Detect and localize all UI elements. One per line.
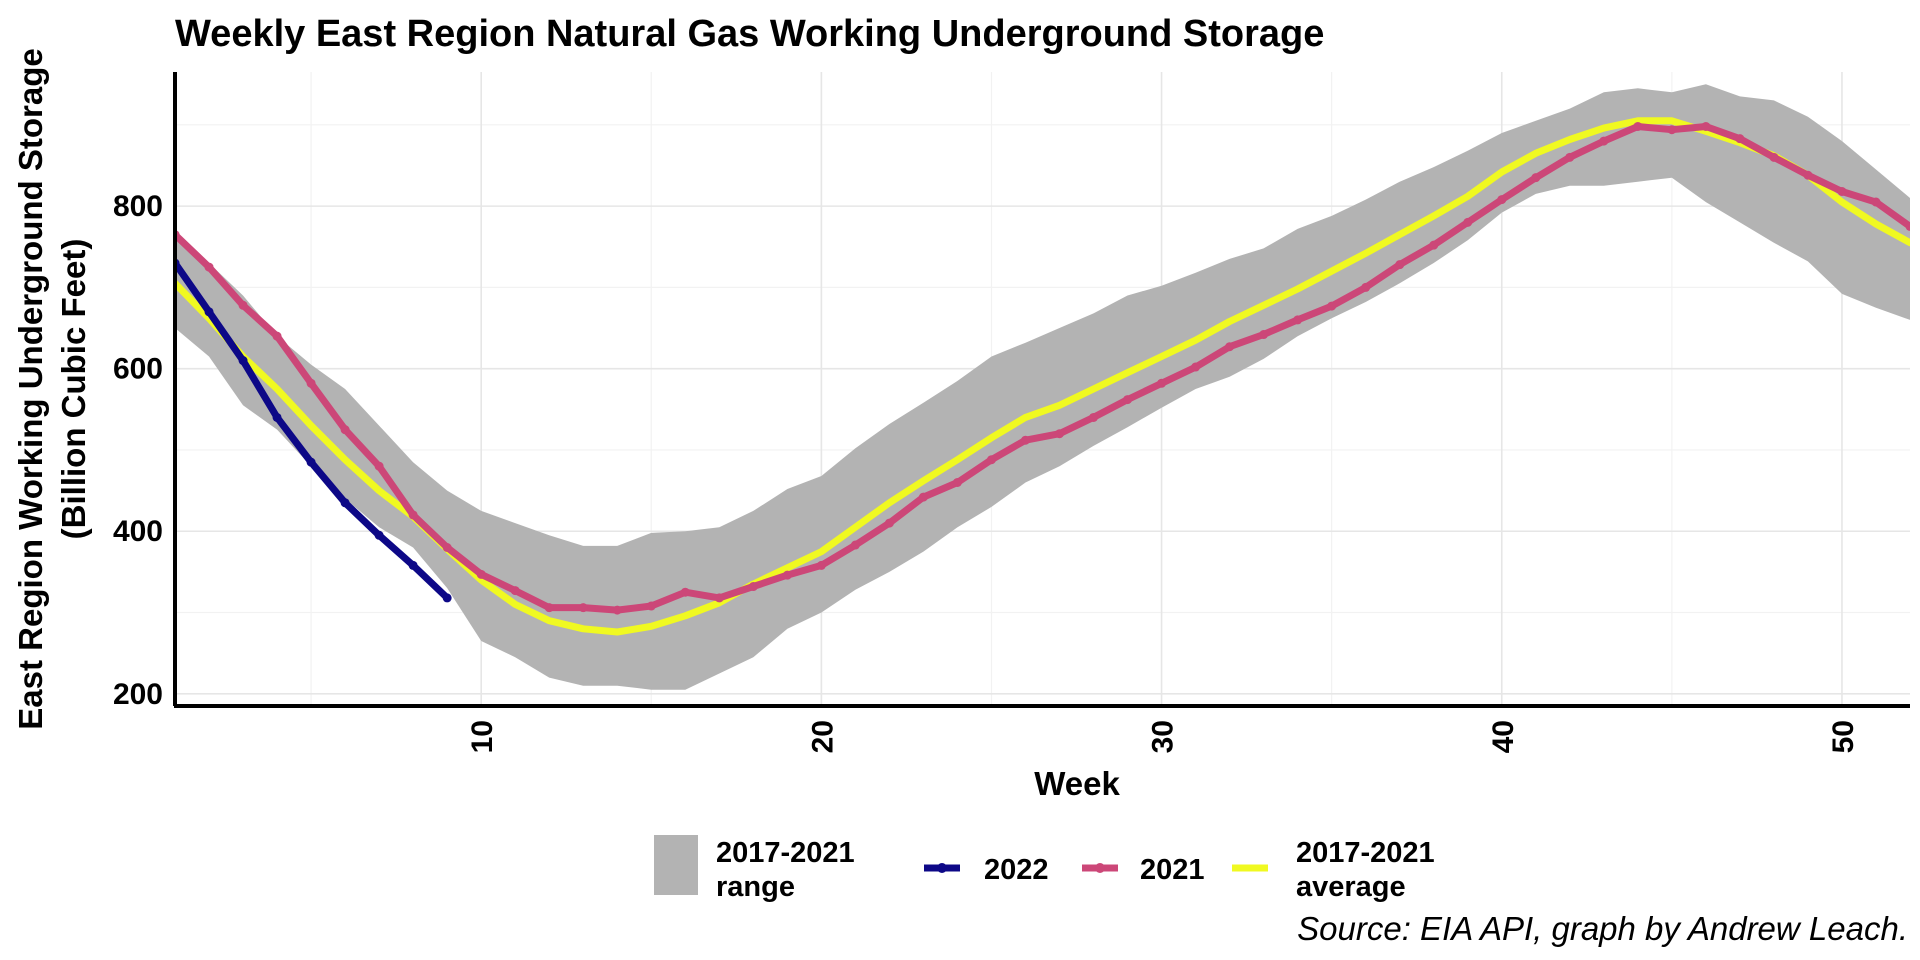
series-2021-point (408, 510, 418, 520)
range-area (175, 84, 1910, 690)
series-2021-point (1803, 170, 1813, 180)
series-2022-point (272, 412, 282, 422)
series-2021-point (340, 425, 350, 435)
y-tick-label: 200 (113, 678, 163, 711)
legend-label-2021: 2021 (1140, 854, 1205, 886)
legend-key-2021-point (1095, 863, 1105, 873)
series-2021-point (1871, 197, 1881, 207)
y-tick-label: 800 (113, 190, 163, 223)
series-2021-point (1293, 315, 1303, 325)
series-2021-point (1157, 378, 1167, 388)
series-2021-point (510, 586, 520, 596)
series-2021-point (1395, 260, 1405, 270)
series-2021-point (952, 477, 962, 487)
y-axis-title-line2: (Billion Cubic Feet) (55, 239, 92, 540)
series-2021-point (884, 518, 894, 528)
x-tick-label: 10 (466, 720, 499, 753)
series-2021-point (1361, 282, 1371, 292)
series-2021-point (544, 603, 554, 613)
series-2022-point (442, 593, 452, 603)
legend-label-average-line1: 2017-2021 (1296, 837, 1435, 869)
series-2021-point (204, 262, 214, 272)
chart-title: Weekly East Region Natural Gas Working U… (175, 13, 1324, 55)
series-2022-point (306, 457, 316, 467)
series-2021-point (1123, 395, 1133, 405)
series-2021-point (1599, 136, 1609, 146)
source-caption: Source: EIA API, graph by Andrew Leach. (1297, 910, 1908, 947)
series-2021-point (374, 461, 384, 471)
series-2022-point (238, 356, 248, 366)
series-2021-point (1259, 330, 1269, 340)
legend-label-2022: 2022 (984, 854, 1049, 886)
series-2021-point (1020, 435, 1030, 445)
series-2021-point (1327, 301, 1337, 311)
series-2021-point (442, 543, 452, 552)
series-2021-point (1055, 429, 1065, 439)
series-2021-point (272, 331, 282, 341)
legend-key-2022-point (937, 863, 947, 873)
series-2021-point (1905, 221, 1910, 231)
series-2021-point (578, 603, 588, 613)
series-2021-point (850, 540, 860, 550)
series-2021-point (986, 455, 996, 465)
x-tick-label: 20 (806, 720, 839, 753)
series-2021-point (1837, 186, 1847, 196)
series-2021-point (1497, 195, 1507, 205)
x-axis-title: Week (1034, 765, 1120, 802)
range-band (175, 84, 1910, 690)
series-2022-point (408, 560, 418, 570)
series-2021-point (1769, 152, 1779, 162)
y-tick-label: 600 (113, 353, 163, 386)
series-2021-point (1565, 152, 1575, 162)
series-2022-point (204, 307, 214, 317)
legend-label-range-line1: 2017-2021 (716, 837, 855, 869)
series-2021-point (1531, 173, 1541, 183)
series-2021-point (918, 492, 928, 502)
y-tick-labels: 200 400 600 800 (113, 190, 163, 711)
series-2021-point (1667, 125, 1677, 135)
y-tick-label: 400 (113, 515, 163, 548)
y-axis-title-line1: East Region Working Underground Storage (12, 48, 49, 729)
series-2021-point (816, 560, 826, 570)
legend-key-range (654, 835, 698, 895)
series-2021-point (1463, 217, 1473, 227)
series-2021-line (175, 123, 1910, 614)
series-2021-point (476, 569, 486, 579)
x-tick-labels: 10 20 30 40 50 (466, 720, 1860, 753)
series-2021-point (1225, 342, 1235, 352)
x-tick-label: 40 (1487, 720, 1520, 753)
series-2021-point (1191, 362, 1201, 372)
x-tick-label: 30 (1147, 720, 1180, 753)
x-tick-label: 50 (1827, 720, 1860, 753)
series-2021-point (1633, 121, 1643, 131)
series-2021-point (1701, 121, 1711, 131)
series-2021-point (646, 601, 656, 611)
series-2021-point (1089, 412, 1099, 422)
series-2021-point (680, 587, 690, 597)
series-2021-point (1735, 134, 1745, 144)
series-2021-point (306, 378, 316, 388)
series-2021-point (612, 605, 622, 615)
legend: 2017-2021 range 2022 2021 2017-2021 aver… (654, 835, 1435, 903)
legend-label-range-line2: range (716, 871, 795, 903)
series-2021-point (782, 570, 792, 580)
series-2022-point (340, 498, 350, 508)
legend-label-average-line2: average (1296, 871, 1406, 903)
series-2021-point (1429, 240, 1439, 250)
series-2021-point (748, 582, 758, 592)
series-2021-point (714, 593, 724, 603)
series-2022-point (374, 530, 384, 540)
series-2021-point (238, 300, 248, 310)
series-lines (175, 117, 1910, 636)
